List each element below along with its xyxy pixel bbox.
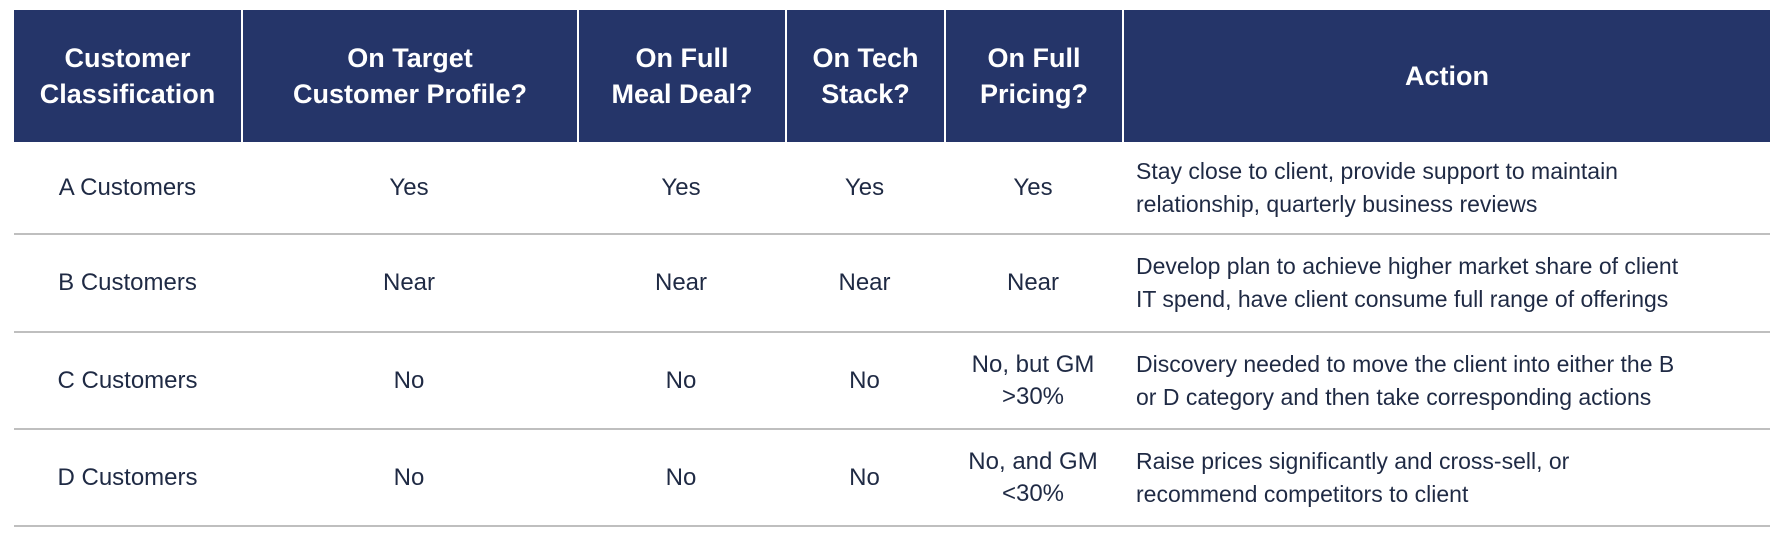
cell-pricing: No, and GM <30% (968, 448, 1098, 507)
cell-tech-stack: No (849, 463, 880, 491)
cell-action: Raise prices significantly and cross-sel… (1136, 447, 1570, 507)
cell-pricing: Yes (1013, 173, 1053, 201)
cell-classification: B Customers (58, 269, 197, 297)
cell-classification: A Customers (58, 173, 197, 201)
header-cell-tech-stack: On Tech Stack? (785, 10, 944, 142)
table-row-c-customers: C Customers No No No No, but GM >30% Dis… (14, 333, 1770, 430)
cell-meal-deal: No (665, 366, 697, 394)
table-row-d-customers: D Customers No No No No, and GM <30% Rai… (14, 430, 1770, 527)
cell-pricing: Near (1006, 269, 1060, 297)
cell-target-profile: No (393, 366, 425, 394)
table-header-row: Customer Classification On Target Custom… (14, 10, 1770, 142)
cell-classification: D Customers (57, 463, 198, 491)
cell-meal-deal: Yes (661, 173, 701, 201)
cell-classification: C Customers (57, 366, 198, 394)
header-cell-target-customer-profile: On Target Customer Profile? (241, 10, 577, 142)
cell-target-profile: Yes (389, 173, 429, 201)
header-cell-full-meal-deal: On Full Meal Deal? (577, 10, 785, 142)
cell-action: Discovery needed to move the client into… (1136, 350, 1675, 410)
cell-meal-deal: No (665, 463, 697, 491)
customer-classification-table: Customer Classification On Target Custom… (14, 10, 1770, 527)
table-row-b-customers: B Customers Near Near Near Near Develop … (14, 235, 1770, 333)
header-cell-customer-classification: Customer Classification (39, 42, 216, 109)
cell-tech-stack: No (849, 366, 880, 394)
header-cell-action: Action (1122, 10, 1770, 142)
cell-pricing: No, but GM >30% (971, 351, 1095, 410)
cell-meal-deal: Near (654, 269, 708, 297)
table-row-a-customers: A Customers Yes Yes Yes Yes Stay close t… (14, 142, 1770, 235)
cell-tech-stack: Near (838, 269, 891, 297)
header-cell-full-pricing: On Full Pricing? (944, 10, 1122, 142)
cell-tech-stack: Yes (844, 173, 885, 201)
cell-target-profile: Near (382, 269, 436, 297)
cell-action: Stay close to client, provide support to… (1136, 157, 1618, 217)
cell-target-profile: No (393, 463, 425, 491)
cell-action: Develop plan to achieve higher market sh… (1136, 253, 1679, 312)
